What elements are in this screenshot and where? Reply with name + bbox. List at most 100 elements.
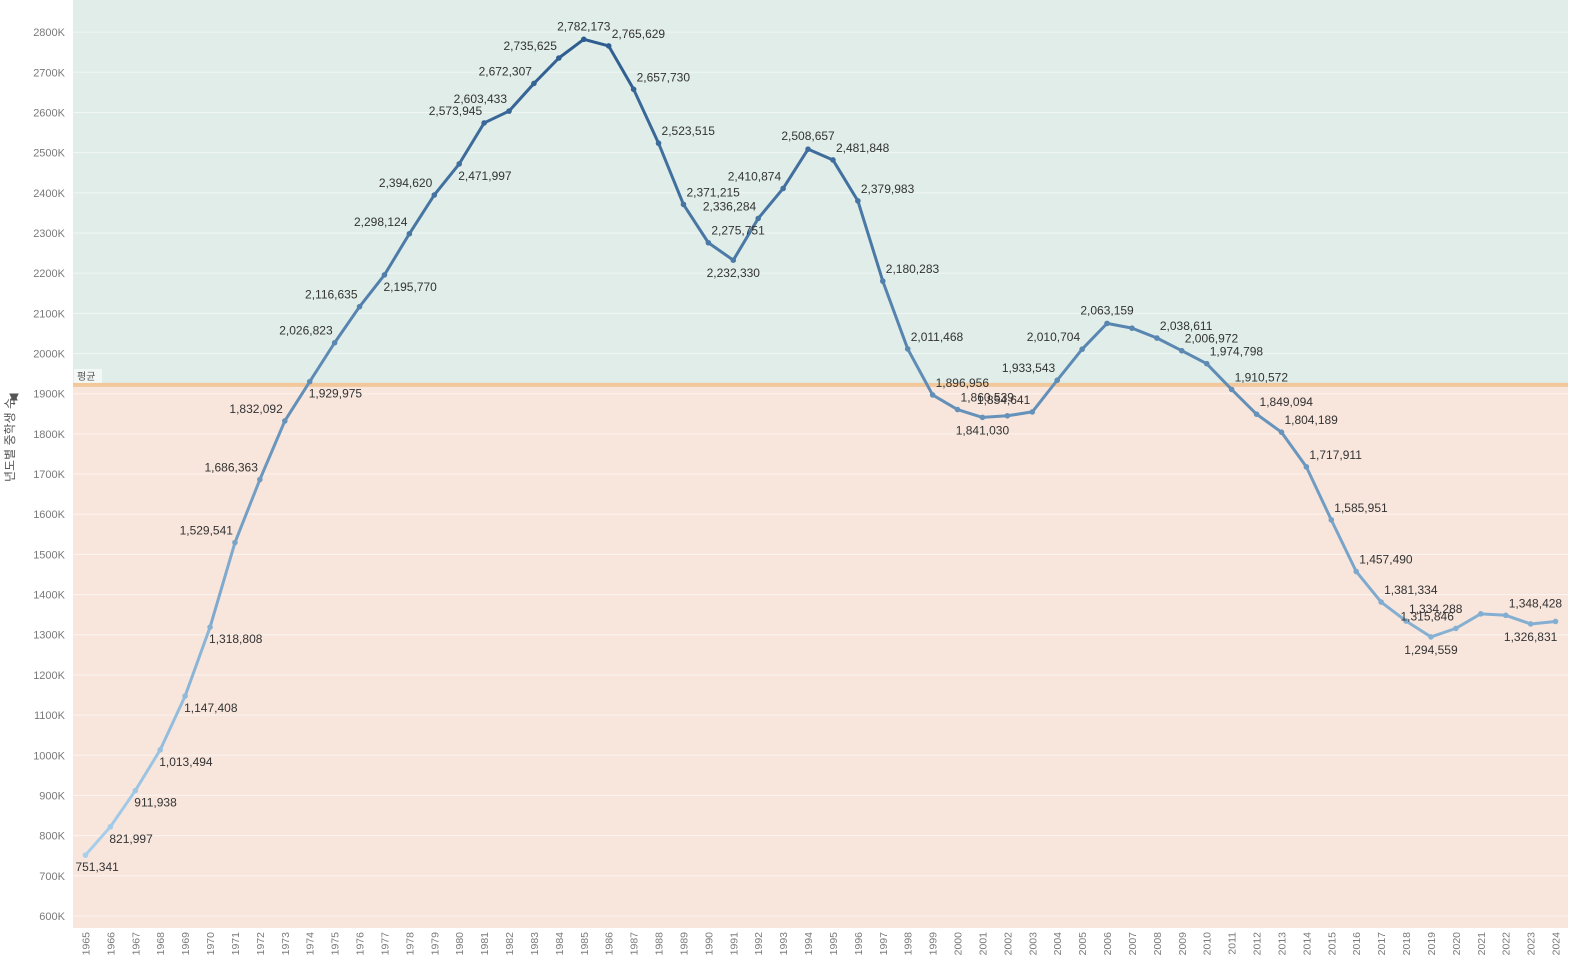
data-label: 2,410,874: [728, 169, 782, 183]
x-tick-label: 1999: [928, 932, 940, 956]
x-tick-label: 2005: [1077, 932, 1089, 956]
data-label: 751,341: [75, 860, 119, 874]
data-label: 1,854,641: [977, 393, 1031, 407]
series-segment: [831, 158, 860, 203]
data-label: 2,371,215: [686, 185, 740, 199]
data-label: 2,180,283: [886, 262, 940, 276]
data-label: 2,573,945: [429, 104, 483, 118]
series-segment: [1030, 378, 1059, 414]
y-tick-label: 1600K: [33, 509, 65, 521]
x-tick-label: 2019: [1426, 932, 1438, 956]
data-point: [1378, 599, 1384, 605]
series-segment: [532, 56, 561, 85]
data-label: 2,379,983: [861, 182, 915, 196]
series-segment: [1255, 412, 1283, 434]
series-segment: [1529, 619, 1558, 626]
x-tick-label: 1967: [130, 932, 142, 956]
x-tick-label: 1994: [803, 932, 815, 956]
series-segment: [133, 748, 162, 793]
series-segment: [731, 216, 760, 262]
data-label: 2,195,770: [383, 280, 437, 294]
x-tick-label: 1977: [379, 932, 391, 956]
series-segment: [108, 789, 137, 829]
y-tick-label: 700K: [39, 871, 65, 883]
data-point: [331, 339, 338, 346]
data-point: [1477, 611, 1484, 617]
data-point: [556, 55, 562, 61]
data-label: 1,315,846: [1400, 609, 1454, 623]
data-label: 2,116,635: [305, 288, 358, 302]
x-tick-label: 2014: [1301, 932, 1313, 956]
series-segment: [258, 419, 287, 482]
data-point: [1403, 618, 1409, 624]
x-tick-label: 2006: [1102, 932, 1114, 956]
x-tick-label: 2013: [1276, 932, 1288, 956]
average-label: 평균: [77, 371, 95, 383]
data-labels: 751,341 821,997 911,938 1,013,494 1,147,408 1…: [75, 19, 1562, 874]
series-segment: [557, 37, 586, 60]
series-segment: [382, 232, 411, 277]
series-segment: [1005, 410, 1034, 418]
x-tick-label: 2002: [1002, 932, 1014, 956]
data-point: [1502, 612, 1509, 619]
data-point: [1228, 386, 1235, 393]
data-point: [655, 140, 662, 147]
data-point: [1328, 517, 1335, 523]
series-segment: [607, 44, 636, 91]
x-tick-label: 1998: [903, 932, 915, 956]
y-tick-label: 1200K: [33, 670, 65, 682]
x-tick-label: 1983: [529, 932, 541, 956]
data-label: 1,529,541: [180, 524, 234, 538]
series-segment: [1329, 518, 1358, 573]
data-point: [630, 86, 637, 93]
x-tick-label: 1972: [255, 932, 267, 956]
data-label: 1,348,428: [1509, 596, 1563, 610]
data-point: [306, 378, 313, 385]
data-point: [1428, 634, 1434, 640]
data-label: 2,063,159: [1080, 303, 1134, 317]
series-segment: [1454, 612, 1483, 630]
series-segment: [208, 541, 237, 629]
data-point: [356, 303, 363, 310]
series-segment: [1080, 321, 1109, 351]
data-point: [1353, 568, 1360, 575]
series-segment: [358, 273, 386, 309]
y-tick-label: 1100K: [34, 710, 66, 722]
series-segment: [706, 241, 735, 262]
x-tick-label: 1970: [205, 932, 217, 956]
series-segment: [1354, 569, 1383, 604]
series-segment: [906, 347, 935, 397]
data-point: [481, 120, 487, 126]
data-label: 2,657,730: [637, 70, 691, 84]
data-label: 2,471,997: [458, 169, 512, 183]
average-label-background: [74, 368, 102, 383]
series-segment: [1230, 387, 1259, 416]
data-point: [1154, 335, 1160, 341]
y-tick-label: 1000K: [33, 750, 65, 762]
data-point: [1054, 377, 1061, 384]
data-point: [1178, 347, 1185, 354]
data-label: 2,782,173: [557, 19, 611, 33]
x-tick-label: 1988: [654, 932, 666, 956]
data-point: [830, 157, 836, 163]
below-average-band: [73, 384, 1568, 928]
data-label: 2,336,284: [703, 199, 757, 213]
x-tick-label: 1966: [105, 932, 117, 956]
data-point: [755, 215, 762, 222]
data-point: [207, 624, 213, 630]
y-axis-title-group: 년도별 중학생 수: [3, 393, 19, 482]
series-line: [83, 37, 1558, 857]
data-label: 1,832,092: [229, 402, 283, 416]
y-tick-label: 2700K: [33, 67, 65, 79]
x-tick-label: 1971: [230, 932, 242, 956]
data-label: 1,849,094: [1260, 395, 1314, 409]
data-point: [132, 787, 139, 794]
data-label: 2,038,611: [1160, 319, 1213, 333]
gridlines: [73, 31, 1568, 917]
data-point: [1278, 429, 1285, 435]
x-tick-label: 1991: [728, 932, 740, 956]
data-point: [855, 198, 861, 204]
y-tick-label: 600K: [39, 911, 65, 923]
x-tick-label: 2018: [1401, 932, 1413, 956]
